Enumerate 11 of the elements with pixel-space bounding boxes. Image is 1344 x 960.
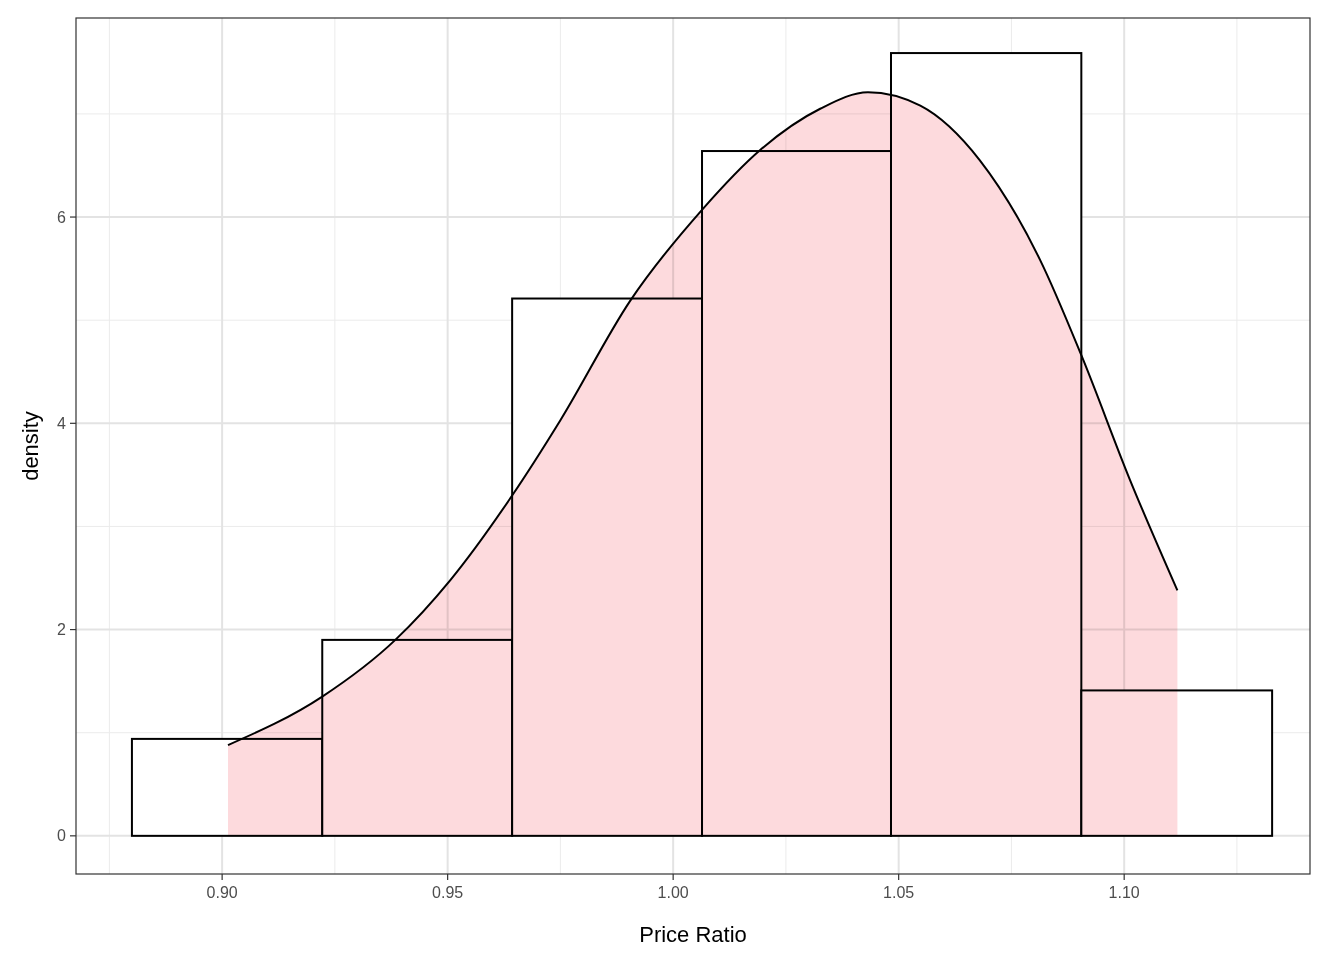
y-tick-label: 2: [57, 621, 67, 639]
x-tick-label: 1.00: [657, 884, 689, 901]
x-axis-title: Price Ratio: [639, 922, 747, 947]
y-tick-label: 4: [57, 414, 67, 432]
x-tick-label: 0.90: [206, 884, 238, 901]
y-tick-label: 6: [57, 208, 67, 226]
x-tick-label: 0.95: [432, 884, 464, 901]
x-tick-label: 1.05: [883, 884, 915, 901]
y-axis-title: density: [18, 411, 43, 481]
y-tick-label: 0: [57, 827, 67, 845]
x-tick-label: 1.10: [1108, 884, 1140, 901]
